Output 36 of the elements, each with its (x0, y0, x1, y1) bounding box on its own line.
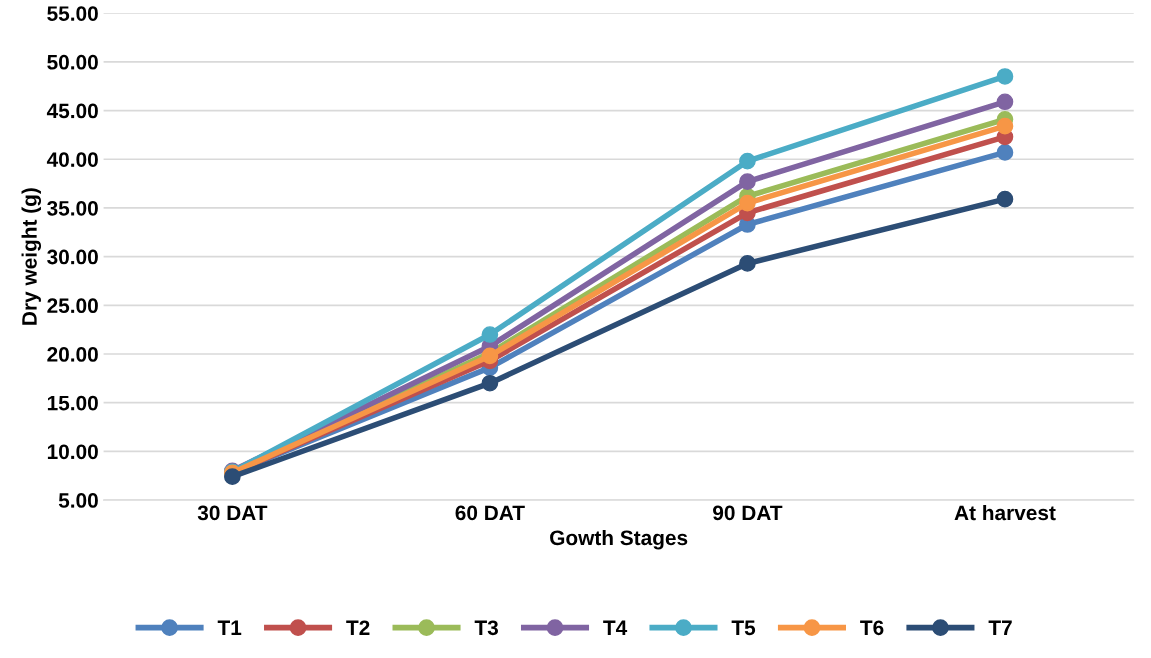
legend-label: T6 (860, 620, 884, 636)
point (996, 93, 1014, 111)
y-tick-label: 50.00 (47, 54, 98, 70)
point (481, 374, 499, 392)
point (996, 68, 1014, 85)
y-tick-label: 40.00 (46, 152, 98, 167)
y-axis-title: Dry weight (g) (21, 188, 42, 325)
y-tick-label: 45.00 (46, 103, 98, 119)
x-tick-label: 30 DAT (197, 505, 268, 521)
y-tick-label: 20.00 (47, 347, 98, 362)
x-tick-label: At harvest (954, 504, 1056, 521)
y-tick-label: 5.00 (58, 493, 98, 508)
x-axis-title: Gowth Stages (550, 529, 688, 550)
point (996, 190, 1014, 208)
legend-label: T1 (217, 620, 242, 635)
point (996, 144, 1014, 161)
y-tick-label: 25.00 (47, 298, 98, 314)
y-tick-label: 35.00 (47, 200, 98, 216)
legend-label: T5 (731, 620, 756, 636)
point (224, 468, 241, 486)
point (481, 326, 499, 343)
legend-label: T3 (474, 620, 499, 636)
x-tick-label: 60 DAT (455, 505, 525, 521)
legend-label: T4 (603, 620, 628, 635)
point (739, 194, 756, 212)
y-tick-label: 15.00 (47, 395, 98, 411)
legend-label: T7 (988, 620, 1012, 635)
point (739, 173, 756, 190)
y-tick-label: 55.00 (47, 6, 98, 21)
legend-label: T2 (346, 620, 370, 635)
y-tick-label: 30.00 (47, 249, 98, 265)
x-tick-label: 90 DAT (713, 505, 783, 521)
point (739, 255, 756, 272)
point (996, 117, 1014, 135)
point (739, 152, 756, 170)
y-tick-label: 10.00 (47, 444, 98, 460)
